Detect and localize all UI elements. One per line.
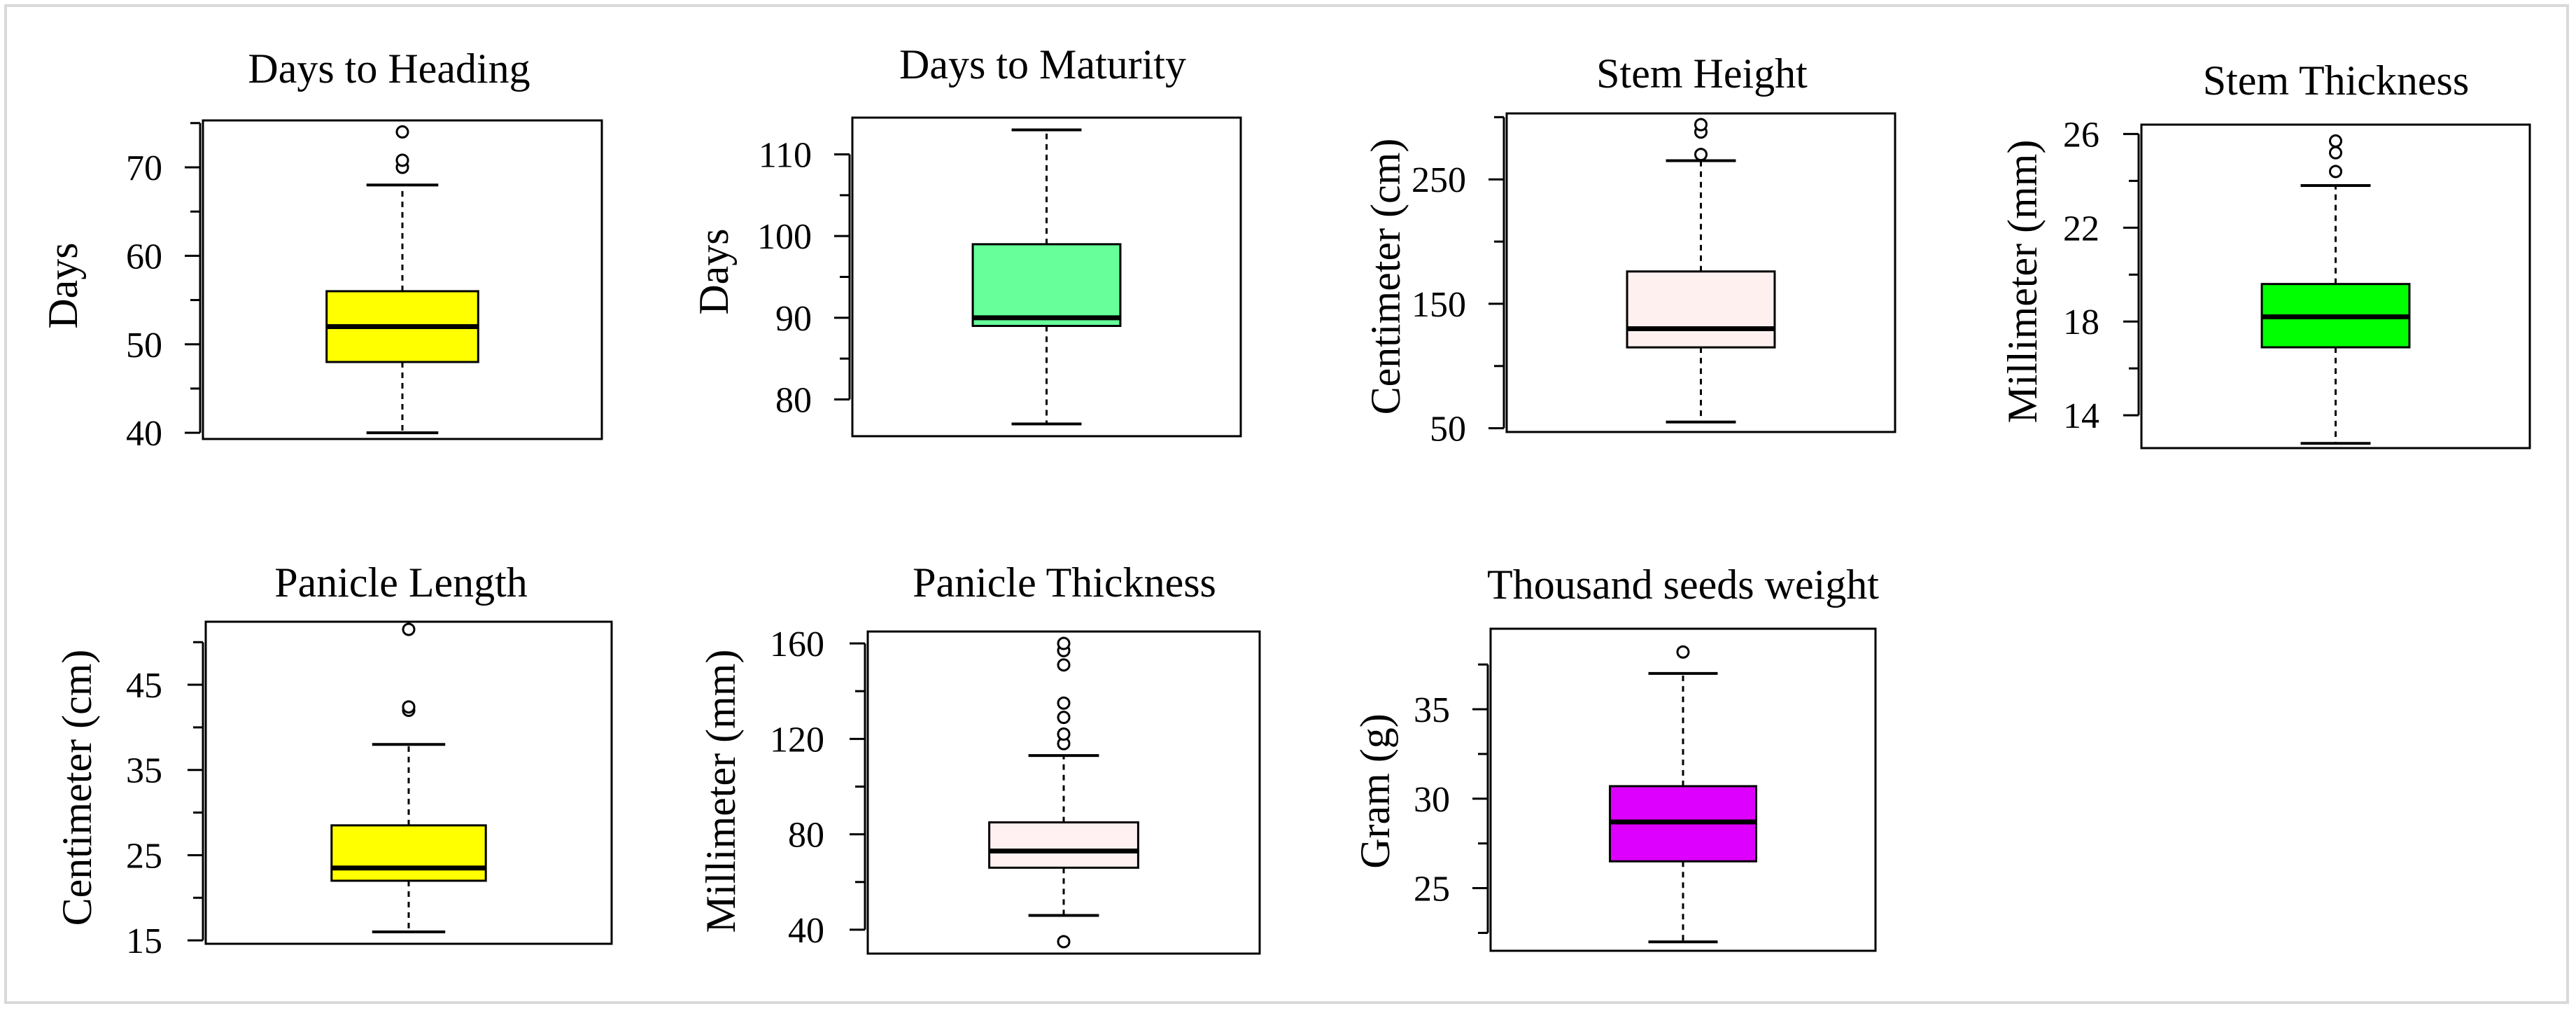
outlier-point [2329, 146, 2342, 160]
outlier-point [1057, 727, 1071, 741]
y-tick-label: 80 [775, 381, 812, 421]
outlier-point [2329, 165, 2342, 179]
panel-stem-thickness: Stem Thickness Millimeter (mm) [1999, 57, 2469, 423]
outlier-point [395, 125, 409, 139]
outlier-point [1057, 711, 1071, 725]
y-axis-label: Days [691, 228, 737, 314]
y-axis-label: Days [40, 242, 86, 328]
chart-title: Days to Heading [248, 46, 530, 92]
chart-title: Stem Height [1596, 50, 1808, 97]
y-tick-label: 25 [126, 836, 162, 876]
y-tick-label: 80 [788, 816, 824, 856]
y-tick-label: 250 [1412, 160, 1466, 200]
plot-frame [1505, 112, 1896, 433]
chart-title: Days to Maturity [899, 41, 1186, 88]
y-tick-label: 15 [126, 921, 162, 961]
box-iqr [988, 821, 1139, 869]
box-iqr [1626, 270, 1776, 349]
y-tick-label: 160 [770, 625, 824, 664]
panel-panicle-length: Panicle Length Centimeter (cm) [54, 559, 528, 926]
y-tick-label: 30 [1414, 780, 1450, 820]
outlier-point [402, 700, 416, 714]
y-tick-label: 150 [1412, 285, 1466, 325]
panel-panicle-thickness: Panicle Thickness Millimeter (mm) [698, 559, 1216, 933]
y-tick-label: 60 [126, 237, 162, 277]
outlier-point [1057, 658, 1071, 672]
y-axis-label: Centimeter (cm) [1363, 139, 1409, 415]
chart-title: Panicle Thickness [913, 559, 1216, 606]
outlier-point [1676, 645, 1690, 659]
y-axis-label: Millimeter (mm) [698, 650, 744, 933]
y-tick-label: 35 [126, 751, 162, 791]
panel-thousand-seeds-weight: Thousand seeds weight Gram (g) [1352, 562, 1879, 869]
box-iqr [330, 824, 487, 882]
outlier-point [395, 153, 409, 167]
plot-frame [204, 620, 613, 945]
chart-title: Panicle Length [274, 559, 528, 606]
y-tick-label: 14 [2063, 396, 2099, 436]
y-tick-label: 40 [126, 414, 162, 454]
plot-frame [202, 119, 603, 440]
y-tick-label: 25 [1414, 870, 1450, 909]
panel-stem-height: Stem Height Centimeter (cm) [1363, 50, 1808, 414]
y-tick-label: 35 [1414, 690, 1450, 730]
plot-frame [1489, 627, 1877, 952]
plot-frame [851, 116, 1242, 438]
y-axis-label: Centimeter (cm) [54, 650, 100, 926]
outlier-point [1694, 148, 1708, 162]
y-tick-label: 110 [759, 136, 812, 176]
outlier-point [402, 622, 416, 636]
chart-title: Thousand seeds weight [1487, 562, 1879, 608]
box-iqr [971, 243, 1122, 328]
plot-frame [866, 630, 1261, 955]
plot-frame [2140, 123, 2531, 449]
panel-days-to-maturity: Days to Maturity Days [691, 41, 1186, 315]
outlier-point [1057, 696, 1071, 710]
panel-days-to-heading: Days to Heading Days [40, 46, 530, 329]
y-axis-label: Gram (g) [1352, 713, 1398, 869]
y-tick-label: 40 [788, 911, 824, 951]
y-tick-label: 90 [775, 299, 812, 339]
chart-title: Stem Thickness [2203, 57, 2470, 104]
y-tick-label: 18 [2063, 302, 2099, 342]
chart-marks: 40 50 60 70 80 90 100 110 50 150 250 14 18 22 26 15 25 35… [126, 112, 2531, 961]
y-tick-label: 50 [126, 326, 162, 365]
outlier-point [1057, 935, 1071, 949]
y-tick-label: 26 [2063, 115, 2099, 155]
outlier-point [2329, 134, 2342, 148]
y-tick-label: 70 [126, 148, 162, 188]
y-axis-label: Millimeter (mm) [1999, 140, 2046, 424]
y-tick-label: 100 [757, 217, 812, 257]
y-tick-label: 22 [2063, 209, 2099, 249]
outlier-point [1694, 118, 1708, 132]
y-tick-label: 45 [126, 666, 162, 706]
y-tick-label: 50 [1430, 410, 1466, 449]
y-tick-label: 120 [770, 720, 824, 760]
outlier-point [1057, 636, 1071, 650]
